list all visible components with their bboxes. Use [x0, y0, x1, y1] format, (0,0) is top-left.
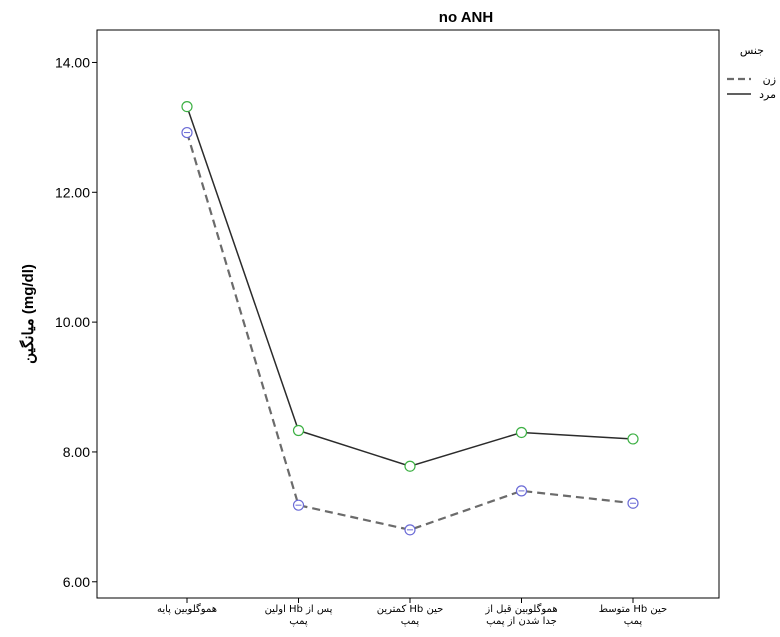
y-tick-label: 6.00 — [63, 574, 90, 590]
data-point — [292, 424, 305, 437]
series-1 — [181, 126, 639, 536]
x-tick-label: هموگلوبین پایه — [157, 603, 217, 615]
data-point — [181, 100, 193, 113]
x-tick-label: هموگلوبین قبل از — [484, 603, 557, 615]
y-axis-label: میانگین (mg/dl) — [19, 264, 37, 364]
legend-title: جنس — [740, 44, 764, 57]
x-tick-label: پمپ — [289, 616, 308, 627]
y-tick-label: 8.00 — [63, 444, 90, 460]
chart-title: no ANH — [439, 9, 493, 26]
y-tick-label: 14.00 — [55, 54, 90, 70]
legend: جنس زن مرد — [727, 44, 776, 101]
series-line — [186, 106, 634, 468]
series-2 — [181, 100, 639, 472]
x-tick-label: جدا شدن از پمپ — [486, 616, 557, 627]
x-tick-label: اولین Hb پس از — [265, 604, 333, 615]
x-tick-label: کمترین Hb حین — [377, 604, 444, 615]
x-tick-label: متوسط Hb حین — [599, 604, 667, 615]
data-point — [404, 460, 416, 472]
series-layer — [181, 100, 639, 536]
data-point — [515, 426, 528, 439]
x-tick-label: پمپ — [401, 616, 420, 627]
y-axis: 6.00 8.00 10.00 12.00 14.00 — [55, 54, 97, 590]
legend-label: زن — [763, 73, 776, 86]
data-point — [627, 433, 639, 445]
x-tick-label: پمپ — [624, 616, 643, 627]
y-tick-label: 10.00 — [55, 314, 90, 330]
legend-label: مرد — [759, 88, 776, 101]
y-tick-label: 12.00 — [55, 184, 90, 200]
plot-area-frame — [96, 29, 720, 599]
